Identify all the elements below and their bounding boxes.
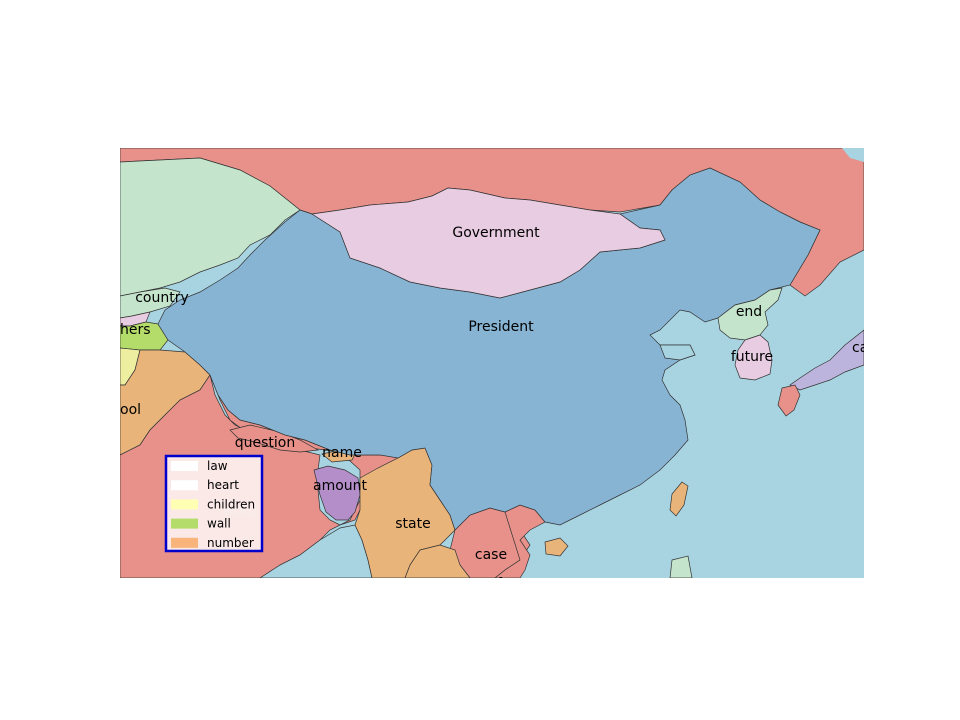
- region-kazakhstan: [120, 157, 301, 297]
- legend-box: [164, 454, 264, 553]
- ocean-notch: [842, 148, 864, 162]
- region-mongolia: [311, 187, 666, 299]
- label-government: Government: [452, 225, 540, 241]
- region-japan-kyushu: [777, 384, 801, 417]
- legend-label-heart: heart: [207, 478, 239, 492]
- legend-label-wall: wall: [207, 517, 231, 531]
- label-ca: ca: [852, 340, 868, 356]
- legend-swatch-wall: [171, 518, 198, 529]
- region-bangladesh: [313, 465, 361, 521]
- legend-swatch-law: [171, 461, 198, 471]
- region-philippines: [669, 555, 693, 578]
- region-thailand: [404, 544, 471, 578]
- island-1: [659, 344, 696, 361]
- label-state: state: [395, 516, 430, 532]
- label-president: President: [468, 319, 534, 335]
- legend-swatch-number: [171, 537, 198, 548]
- label-ool: ool: [120, 402, 141, 418]
- label-country: country: [135, 290, 189, 306]
- label-question: question: [235, 435, 295, 451]
- legend-swatch-children: [171, 499, 198, 510]
- label-amount: amount: [313, 478, 368, 494]
- legend-label-number: number: [207, 536, 254, 550]
- label-hers: hers: [120, 322, 151, 338]
- legend: law heart children wall number: [164, 454, 264, 553]
- legend-swatch-heart: [171, 480, 198, 491]
- region-taiwan: [669, 481, 689, 517]
- label-end: end: [736, 304, 762, 320]
- label-future-south: future: [497, 576, 539, 592]
- label-name: name: [322, 445, 362, 461]
- legend-label-children: children: [207, 497, 255, 511]
- label-case: case: [475, 547, 507, 563]
- region-north-korea: [717, 287, 783, 341]
- region-hainan: [544, 537, 569, 557]
- legend-label-law: law: [207, 459, 228, 473]
- region-nepal: [229, 424, 320, 453]
- label-future-korea: future: [731, 349, 773, 365]
- region-south-korea: [734, 334, 773, 381]
